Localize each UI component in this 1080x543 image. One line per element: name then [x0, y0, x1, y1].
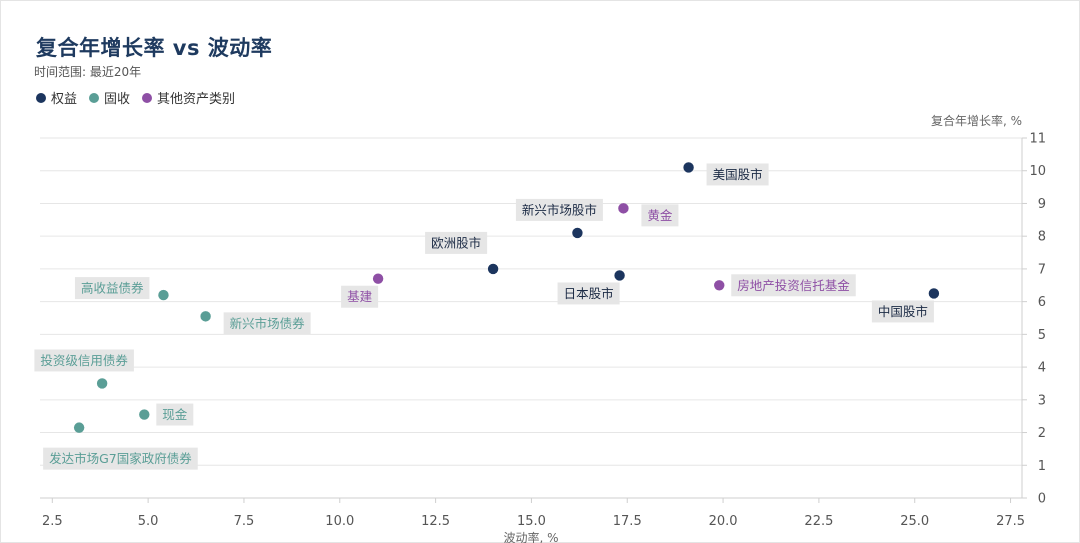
legend-dot-icon — [89, 92, 100, 103]
point-label-text: 日本股市 — [564, 286, 614, 301]
point-label-text: 房地产投资信托基金 — [737, 278, 850, 293]
point-label: 基建 — [341, 285, 379, 308]
y-tick-label: 10 — [1029, 164, 1046, 179]
point-label-bg — [34, 349, 134, 372]
x-tick-label: 2.5 — [42, 514, 63, 529]
x-axis-label: 波动率, % — [503, 530, 558, 543]
point-label: 欧洲股市 — [425, 231, 488, 254]
point-label-bg — [223, 312, 311, 335]
point-label-bg — [341, 285, 379, 308]
x-tick-label: 15.0 — [517, 514, 546, 529]
point-label: 新兴市场股市 — [515, 198, 603, 221]
legend: 权益 固收 其他资产类别 — [36, 88, 235, 107]
point-label-bg — [871, 300, 934, 323]
data-point — [73, 422, 85, 433]
y-tick-label: 4 — [1038, 361, 1046, 376]
data-point — [487, 263, 499, 275]
data-point — [158, 289, 169, 301]
point-label: 发达市场G7国家政府债券 — [43, 447, 198, 470]
chart-subtitle: 时间范围: 最近20年 — [34, 65, 142, 79]
data-point — [139, 409, 150, 420]
data-point — [372, 273, 384, 284]
y-tick-label: 9 — [1038, 197, 1046, 212]
legend-dot-icon — [142, 92, 153, 103]
x-tick-label: 17.5 — [613, 514, 642, 529]
x-tick-label: 27.5 — [996, 514, 1025, 529]
y-tick-label: 3 — [1038, 393, 1046, 408]
point-label-text: 现金 — [162, 407, 188, 422]
point-label: 黄金 — [641, 204, 679, 227]
data-point — [572, 227, 583, 239]
data-point — [714, 280, 725, 291]
x-tick-label: 10.0 — [325, 514, 354, 529]
legend-dot-icon — [36, 92, 46, 103]
legend-label: 固收 — [104, 92, 131, 107]
data-point — [683, 162, 694, 173]
point-label-bg — [515, 198, 603, 221]
point-label: 房地产投资信托基金 — [731, 274, 856, 297]
point-label-bg — [706, 163, 769, 186]
x-tick-label: 20.0 — [709, 514, 738, 529]
point-label-text: 新兴市场股市 — [522, 202, 597, 217]
data-point — [928, 288, 940, 299]
point-label-bg — [43, 447, 198, 470]
legend-label: 其他资产类别 — [157, 92, 236, 107]
y-tick-label: 2 — [1038, 426, 1046, 441]
point-label-text: 黄金 — [647, 208, 673, 223]
point-label-text: 欧洲股市 — [431, 235, 481, 250]
legend-item-equity[interactable]: 权益 — [36, 88, 77, 107]
x-tick-label: 7.5 — [234, 514, 255, 529]
point-label-text: 投资级信用债券 — [40, 353, 128, 368]
x-tick-label: 25.0 — [900, 514, 929, 529]
point-label-text: 美国股市 — [713, 167, 763, 182]
y-tick-label: 5 — [1038, 328, 1046, 343]
y-tick-label: 11 — [1029, 132, 1046, 147]
point-label: 中国股市 — [871, 300, 934, 323]
point-label-bg — [74, 277, 150, 300]
y-tick-label: 1 — [1038, 459, 1046, 474]
y-tick-label: 7 — [1038, 262, 1046, 277]
chart-title: 复合年增长率 vs 波动率 — [36, 36, 273, 60]
point-label-bg — [641, 204, 679, 227]
point-label-text: 中国股市 — [878, 304, 928, 319]
point-label: 现金 — [156, 403, 194, 426]
data-point — [618, 203, 629, 214]
x-tick-label: 5.0 — [138, 514, 159, 529]
y-axis-label: 复合年增长率, % — [931, 113, 1022, 128]
point-label-text: 基建 — [347, 289, 373, 304]
point-label-bg — [425, 231, 488, 254]
point-label-text: 发达市场G7国家政府债券 — [49, 451, 192, 466]
x-tick-label: 12.5 — [421, 514, 450, 529]
legend-label: 权益 — [51, 92, 78, 107]
legend-item-fixed-income[interactable]: 固收 — [89, 88, 130, 107]
y-tick-label: 8 — [1038, 230, 1046, 245]
point-label: 新兴市场债券 — [223, 312, 311, 335]
data-point — [96, 378, 108, 389]
point-label: 投资级信用债券 — [34, 349, 134, 372]
point-label-bg — [731, 274, 856, 297]
point-label-bg — [557, 282, 620, 305]
data-point — [200, 311, 211, 322]
data-point — [614, 270, 625, 281]
point-label: 高收益债券 — [74, 277, 150, 300]
point-label-bg — [156, 403, 194, 426]
legend-item-other-assets[interactable]: 其他资产类别 — [142, 88, 235, 107]
point-label: 日本股市 — [557, 282, 620, 305]
x-tick-label: 22.5 — [804, 514, 833, 529]
y-tick-label: 0 — [1038, 492, 1046, 507]
point-label-text: 新兴市场债券 — [230, 316, 306, 331]
y-tick-label: 6 — [1038, 295, 1046, 310]
point-label-text: 高收益债券 — [81, 281, 144, 296]
point-label: 美国股市 — [706, 163, 769, 186]
